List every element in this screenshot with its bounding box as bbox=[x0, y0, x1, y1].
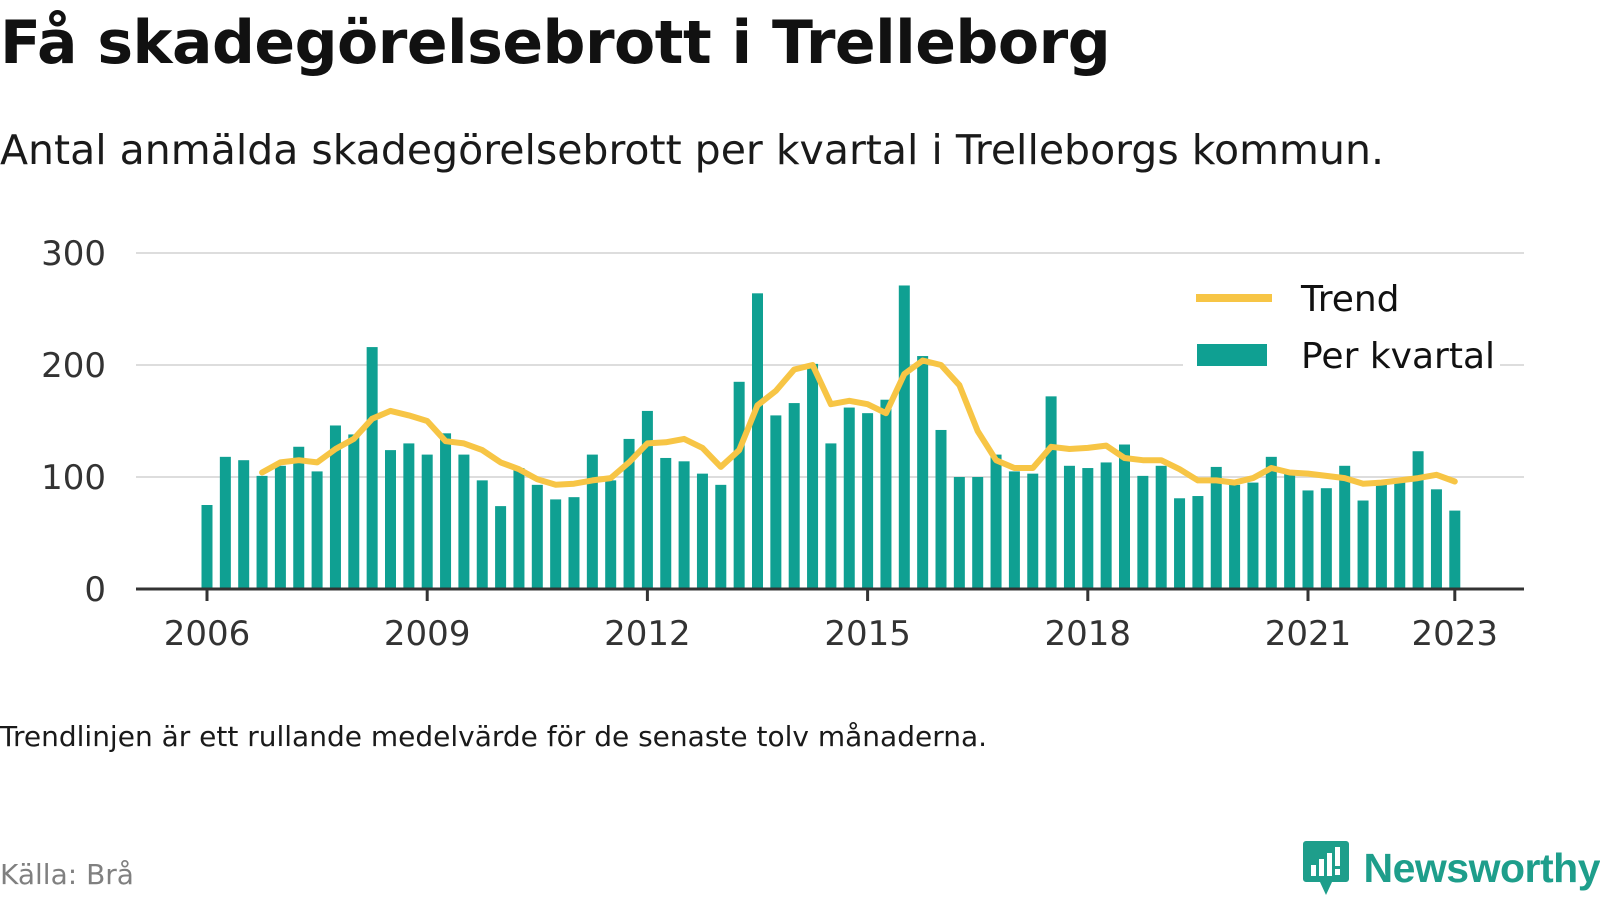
chart-title: Få skadegörelsebrott i Trelleborg bbox=[0, 8, 1111, 78]
bar bbox=[1284, 473, 1296, 589]
legend: Trend Per kvartal bbox=[1183, 268, 1500, 377]
bar bbox=[1339, 465, 1351, 589]
bar bbox=[880, 399, 892, 589]
bar bbox=[807, 363, 819, 589]
bar bbox=[825, 443, 837, 589]
trend-note: Trendlinjen är ett rullande medelvärde f… bbox=[0, 720, 988, 753]
bar bbox=[972, 477, 984, 589]
bar bbox=[1174, 498, 1186, 589]
bar bbox=[1412, 451, 1424, 589]
bar bbox=[219, 456, 231, 589]
bar bbox=[440, 433, 452, 589]
legend-bar-label: Per kvartal bbox=[1301, 336, 1495, 377]
bar bbox=[1082, 468, 1094, 589]
bar bbox=[1320, 488, 1332, 589]
x-tick-label: 2009 bbox=[384, 614, 471, 654]
bar bbox=[513, 468, 525, 589]
bar bbox=[568, 497, 580, 589]
bar bbox=[531, 484, 543, 589]
bar bbox=[1100, 462, 1112, 589]
bar bbox=[348, 434, 360, 589]
x-tick-label: 2006 bbox=[164, 614, 251, 654]
bar bbox=[1265, 456, 1277, 589]
bar bbox=[238, 460, 250, 589]
bar bbox=[990, 454, 1002, 589]
x-tick-label: 2012 bbox=[604, 614, 691, 654]
bar bbox=[752, 293, 763, 589]
bar-chart-speech-bubble-icon bbox=[1302, 841, 1349, 895]
trend-line bbox=[259, 357, 1458, 488]
bar bbox=[660, 457, 672, 589]
bar bbox=[843, 407, 855, 589]
bar bbox=[770, 415, 782, 589]
bar bbox=[550, 499, 562, 589]
bar bbox=[1063, 465, 1075, 589]
bar bbox=[696, 473, 708, 589]
y-axis-tick-labels: 0 100 200 300 bbox=[41, 234, 106, 610]
bar bbox=[1137, 475, 1149, 589]
legend-trend-label: Trend bbox=[1300, 279, 1400, 320]
bar bbox=[1302, 490, 1314, 589]
bar bbox=[1045, 396, 1057, 589]
x-tick-label: 2018 bbox=[1045, 614, 1132, 654]
bar bbox=[1008, 471, 1020, 589]
bar bbox=[201, 505, 213, 589]
x-tick-label: 2023 bbox=[1412, 614, 1499, 654]
bar bbox=[1430, 489, 1442, 589]
bar-series bbox=[201, 285, 1461, 589]
y-tick-label: 100 bbox=[41, 458, 106, 498]
x-tick-label: 2021 bbox=[1265, 614, 1352, 654]
bar bbox=[605, 480, 617, 589]
bar bbox=[293, 446, 305, 589]
y-tick-label: 0 bbox=[84, 570, 106, 610]
bar bbox=[403, 443, 415, 589]
x-axis-ticks: 2006 2009 2012 2015 2018 2021 2023 bbox=[164, 589, 1498, 654]
bar bbox=[917, 356, 929, 589]
bar bbox=[1155, 465, 1167, 589]
x-tick-label: 2015 bbox=[824, 614, 911, 654]
bar bbox=[1027, 473, 1039, 589]
bar bbox=[935, 429, 947, 589]
bar bbox=[1357, 500, 1369, 589]
bar bbox=[1449, 510, 1461, 589]
bar bbox=[586, 454, 598, 589]
y-tick-label: 200 bbox=[41, 346, 106, 386]
brand-name: Newsworthy bbox=[1363, 844, 1600, 891]
bar bbox=[678, 461, 690, 589]
brand-logo[interactable]: Newsworthy bbox=[1302, 838, 1600, 898]
source-label: Källa: Brå bbox=[0, 858, 134, 891]
bar bbox=[788, 403, 800, 589]
bar bbox=[641, 410, 653, 589]
bar bbox=[421, 454, 433, 589]
chart-subtitle: Antal anmälda skadegörelsebrott per kvar… bbox=[0, 126, 1384, 174]
bar bbox=[1119, 444, 1130, 589]
bar bbox=[495, 506, 507, 589]
bar bbox=[329, 425, 341, 589]
bar bbox=[862, 413, 874, 589]
bar bbox=[256, 475, 268, 589]
bar bbox=[385, 450, 396, 589]
bar bbox=[366, 347, 378, 589]
bar bbox=[898, 285, 910, 589]
bar bbox=[1192, 496, 1204, 589]
bar bbox=[1247, 482, 1259, 589]
bar bbox=[458, 454, 470, 589]
bar bbox=[1375, 480, 1387, 589]
legend-bar-swatch bbox=[1197, 344, 1267, 366]
bar bbox=[1229, 484, 1241, 589]
bar bbox=[623, 438, 635, 589]
bar bbox=[1394, 479, 1406, 589]
bar bbox=[733, 381, 745, 589]
bar bbox=[1210, 466, 1222, 589]
bar bbox=[715, 484, 727, 589]
y-tick-label: 300 bbox=[41, 234, 106, 274]
bar bbox=[311, 471, 323, 589]
bar bbox=[953, 477, 965, 589]
bar bbox=[476, 480, 488, 589]
bar bbox=[274, 465, 286, 589]
